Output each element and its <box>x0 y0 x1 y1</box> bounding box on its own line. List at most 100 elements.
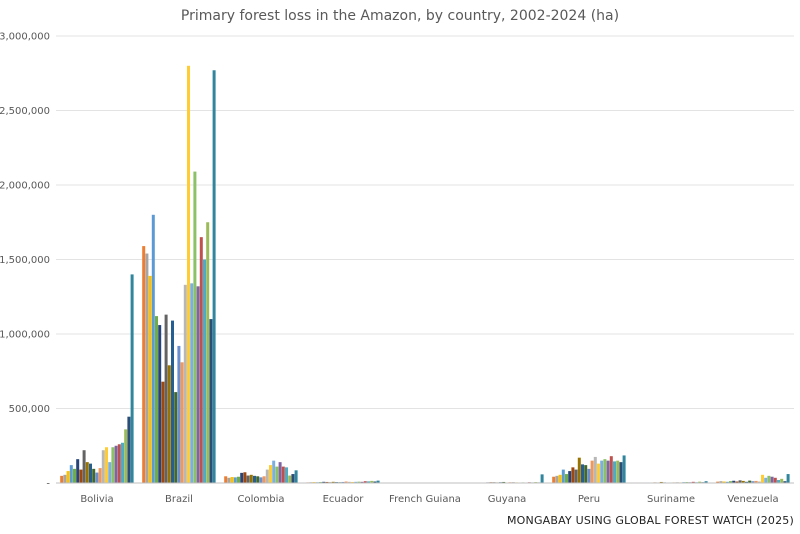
bar <box>82 450 86 483</box>
bar <box>121 442 124 483</box>
bar <box>206 222 210 483</box>
bar <box>259 477 263 483</box>
bar <box>98 468 102 483</box>
bar <box>89 463 92 483</box>
bar <box>227 477 231 483</box>
bar <box>502 481 506 483</box>
x-tick-label: Bolivia <box>80 494 113 505</box>
bar <box>145 253 149 483</box>
bar <box>294 470 298 483</box>
bar <box>568 471 572 483</box>
bar <box>95 472 99 483</box>
bar <box>243 472 247 483</box>
bar <box>63 474 67 483</box>
bar <box>613 461 616 483</box>
bar <box>73 468 76 483</box>
bar <box>253 475 256 483</box>
bar <box>190 283 194 483</box>
bar <box>108 462 112 483</box>
bar <box>603 459 607 483</box>
bar <box>786 474 790 483</box>
bar <box>183 284 187 483</box>
bar <box>351 481 354 483</box>
bar <box>269 465 272 483</box>
bar <box>331 481 335 483</box>
bar <box>558 474 562 483</box>
x-tick-label: Guyana <box>488 494 527 505</box>
bar <box>719 481 723 483</box>
bar <box>609 456 613 483</box>
bar <box>764 477 768 483</box>
x-tick-label: Colombia <box>238 494 285 505</box>
bar <box>344 481 348 483</box>
bar <box>142 246 146 483</box>
bar <box>124 429 128 483</box>
bar <box>193 171 197 483</box>
bar <box>76 459 80 483</box>
bar <box>659 481 663 483</box>
bar <box>698 481 702 483</box>
bar <box>69 465 73 483</box>
bar <box>111 447 115 483</box>
bar <box>616 460 620 483</box>
bar <box>278 462 282 483</box>
bar <box>555 475 559 483</box>
x-tick-label: Brazil <box>165 494 193 505</box>
bar <box>729 481 732 483</box>
bar <box>212 70 216 484</box>
bar <box>751 481 755 483</box>
bar <box>561 469 565 483</box>
bar <box>584 465 588 483</box>
x-tick-label: Ecuador <box>323 494 365 505</box>
bar <box>370 480 374 483</box>
bar <box>735 481 739 483</box>
bar <box>60 475 64 483</box>
bar <box>177 345 181 483</box>
bar <box>725 481 729 483</box>
bar <box>597 463 600 483</box>
bar <box>590 460 594 483</box>
bar <box>565 474 568 483</box>
bar <box>574 469 578 483</box>
bar <box>622 455 626 483</box>
bar <box>127 416 131 483</box>
bar <box>745 481 748 483</box>
bar <box>600 460 604 483</box>
bar <box>741 480 745 483</box>
bar <box>164 314 168 483</box>
x-tick-label: Venezuela <box>727 494 778 505</box>
bar <box>167 365 171 483</box>
bar <box>757 481 761 483</box>
bar <box>272 460 276 483</box>
bar <box>161 381 165 483</box>
bar <box>275 466 279 483</box>
bar <box>716 481 720 483</box>
gridlines <box>56 35 794 409</box>
bar <box>285 467 288 483</box>
y-tick-label: 1,000,000 <box>0 330 50 341</box>
bar <box>151 214 155 484</box>
bar <box>171 320 174 483</box>
bar <box>761 474 764 483</box>
bar <box>291 474 295 483</box>
bar <box>233 477 237 483</box>
x-tick-label: Suriname <box>647 494 695 505</box>
x-axis-ticks: Bolivia Brazil Colombia Ecuador French G… <box>80 494 778 505</box>
bar <box>691 481 695 483</box>
bar <box>619 462 623 483</box>
bar <box>240 472 244 483</box>
bar <box>593 456 597 483</box>
bar <box>322 481 326 483</box>
bar <box>288 475 292 483</box>
bar <box>196 286 200 483</box>
bar <box>117 444 121 483</box>
bar <box>347 481 351 483</box>
bar <box>587 468 591 483</box>
bar <box>360 481 364 483</box>
bar <box>732 480 736 483</box>
bar <box>341 481 345 483</box>
bar <box>130 274 134 483</box>
bar <box>180 362 184 483</box>
bar <box>265 469 269 483</box>
